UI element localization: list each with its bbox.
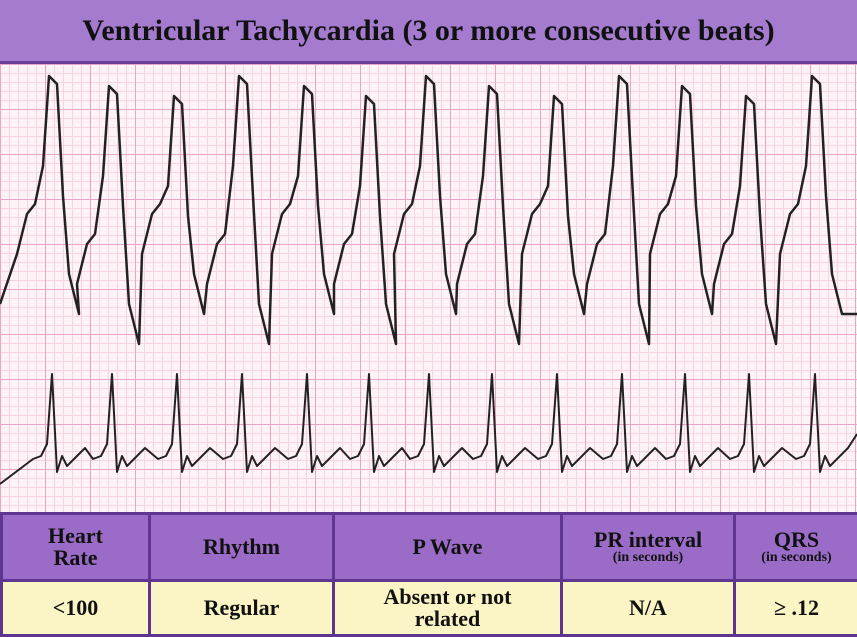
ecg-trace-lower [0, 373, 857, 485]
criteria-table: Heart Rate Rhythm P Wave PR interval (in … [0, 512, 857, 637]
ecg-trace-upper [0, 74, 857, 346]
cell-text: Absent or not related [383, 584, 512, 631]
header-cell: Rhythm [148, 512, 335, 582]
header-cell: PR interval (in seconds) [560, 512, 736, 582]
cell: Regular [148, 579, 335, 637]
header-cell: P Wave [332, 512, 563, 582]
title: Ventricular Tachycardia (3 or more conse… [0, 0, 857, 64]
ecg-strip [0, 64, 857, 512]
header-cell: Heart Rate [0, 512, 151, 582]
header-label: Heart Rate [48, 523, 103, 570]
data-row: <100 Regular Absent or not related N/A ≥… [0, 579, 857, 637]
cell: N/A [560, 579, 736, 637]
header-note: (in seconds) [612, 550, 684, 565]
header-cell: QRS (in seconds) [733, 512, 857, 582]
header-row: Heart Rate Rhythm P Wave PR interval (in … [0, 512, 857, 582]
cell: Absent or not related [332, 579, 563, 637]
header-label: QRS [773, 527, 820, 552]
header-label: P Wave [412, 534, 483, 559]
cell: <100 [0, 579, 151, 637]
header-label: Rhythm [202, 534, 280, 559]
cell: ≥ .12 [733, 579, 857, 637]
header-note: (in seconds) [761, 550, 832, 565]
header-label: PR interval [593, 527, 703, 552]
ecg-waveforms [0, 74, 857, 485]
